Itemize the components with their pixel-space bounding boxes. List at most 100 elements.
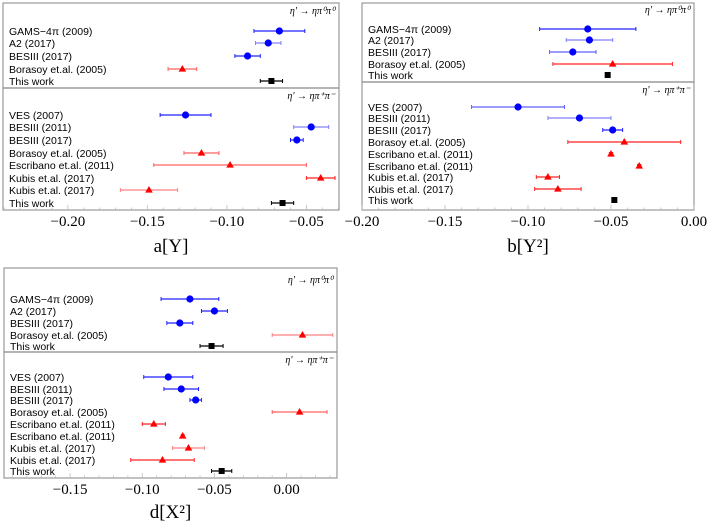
row-label: GAMS−4π (2009) bbox=[9, 26, 92, 38]
x-axis-label: a[Y] bbox=[154, 236, 189, 257]
x-tick-label: 0.00 bbox=[273, 482, 299, 498]
data-point-triangle bbox=[554, 185, 562, 192]
row-label: This work bbox=[10, 341, 56, 353]
panel-d: −0.15 −0.10 −0.05 0.00 d[X²] η' → ηπ⁰π⁰ GAMS−4… bbox=[3, 267, 338, 523]
row-label: Kubis et.al. (2017) bbox=[9, 185, 94, 197]
data-point-triangle bbox=[316, 174, 325, 181]
data-point-square bbox=[279, 200, 286, 206]
x-tick-label: −0.05 bbox=[594, 214, 629, 230]
row-label: BESIII (2017) bbox=[368, 47, 431, 59]
row-label: A2 (2017) bbox=[9, 38, 55, 50]
data-point-circle bbox=[186, 295, 194, 303]
data-point-square bbox=[208, 343, 215, 349]
data-point-triangle bbox=[295, 408, 304, 415]
x-tick-label: −0.15 bbox=[130, 214, 165, 230]
row-label: Borasoy et.al. (2005) bbox=[368, 59, 465, 71]
row-label: GAMS−4π (2009) bbox=[10, 294, 93, 306]
row-label: Kubis et.al. (2017) bbox=[368, 184, 453, 196]
panel-b: −0.20 −0.15 −0.10 −0.05 0.00 b[Y²] η' → ηπ⁰π⁰ G… bbox=[345, 2, 707, 257]
data-point-circle bbox=[307, 123, 315, 131]
group-header: η' → ηπ⁺π⁻ bbox=[287, 91, 335, 102]
row-label: VES (2007) bbox=[10, 372, 64, 384]
row-label: A2 (2017) bbox=[10, 306, 56, 318]
row-label: A2 (2017) bbox=[368, 35, 414, 47]
data-point-circle bbox=[569, 48, 577, 56]
row-label: Escribano et.al. (2011) bbox=[368, 161, 473, 173]
row-label: Kubis et.al. (2017) bbox=[368, 172, 453, 184]
group-header: η' → ηπ⁰π⁰ bbox=[645, 5, 692, 16]
data-point-triangle bbox=[184, 444, 193, 451]
data-point-triangle bbox=[544, 173, 552, 180]
row-label: Borasoy et.al. (2005) bbox=[10, 330, 107, 342]
data-point-circle bbox=[575, 114, 584, 122]
data-point-triangle bbox=[158, 456, 167, 463]
row-label: BESIII (2011) bbox=[9, 122, 71, 134]
x-axis-label: d[X²] bbox=[150, 502, 192, 523]
x-axis-label: b[Y²] bbox=[507, 236, 549, 257]
x-tick-label: −0.05 bbox=[289, 214, 324, 230]
x-tick-label: −0.05 bbox=[197, 482, 232, 498]
row-label: Borasoy et.al. (2005) bbox=[9, 148, 106, 160]
row-label: This work bbox=[368, 70, 414, 82]
x-tick-label: −0.20 bbox=[345, 214, 380, 230]
data-point-circle bbox=[584, 25, 592, 33]
group-header: η' → ηπ⁺π⁻ bbox=[642, 85, 690, 96]
row-label: BESIII (2017) bbox=[368, 125, 431, 137]
row-label: Escribano et.al. (2011) bbox=[10, 431, 115, 443]
row-label: GAMS−4π (2009) bbox=[368, 24, 451, 36]
row-label: BESIII (2017) bbox=[10, 318, 73, 330]
data-point-triangle bbox=[197, 149, 206, 156]
data-point-square bbox=[604, 72, 611, 78]
row-label: VES (2007) bbox=[368, 102, 422, 114]
group-header: η' → ηπ⁰π⁰ bbox=[288, 275, 335, 286]
data-point-triangle bbox=[620, 138, 629, 145]
x-tick-label: −0.15 bbox=[428, 214, 463, 230]
data-point-circle bbox=[609, 126, 617, 134]
data-point-triangle bbox=[608, 60, 617, 67]
row-label: BESIII (2017) bbox=[9, 51, 72, 63]
data-point-triangle bbox=[178, 65, 187, 72]
row-label: Borasoy et.al. (2005) bbox=[9, 64, 106, 76]
data-point-circle bbox=[293, 136, 301, 144]
x-tick-label: −0.20 bbox=[51, 214, 86, 230]
data-point-triangle bbox=[145, 186, 153, 193]
data-point-circle bbox=[585, 36, 594, 44]
row-label: BESIII (2011) bbox=[368, 113, 430, 125]
data-point-circle bbox=[243, 52, 252, 60]
data-point-triangle bbox=[607, 150, 615, 157]
row-label: VES (2007) bbox=[9, 110, 63, 122]
row-label: Kubis et.al. (2017) bbox=[9, 173, 94, 185]
row-label: Kubis et.al. (2017) bbox=[10, 455, 95, 467]
data-point-circle bbox=[176, 319, 184, 327]
data-point-circle bbox=[192, 396, 200, 404]
data-point-triangle bbox=[150, 420, 158, 427]
row-label: BESIII (2017) bbox=[9, 135, 72, 147]
x-tick-label: −0.10 bbox=[210, 214, 245, 230]
row-label: Borasoy et.al. (2005) bbox=[368, 137, 465, 149]
row-label: Escribano et.al. (2011) bbox=[10, 419, 115, 431]
x-tick-label: 0.00 bbox=[681, 214, 707, 230]
row-label: Borasoy et.al. (2005) bbox=[10, 407, 107, 419]
group-header: η' → ηπ⁰π⁰ bbox=[290, 6, 337, 17]
row-label: Escribano et.al. (2011) bbox=[9, 160, 114, 172]
row-label: Escribano et.al. (2011) bbox=[368, 149, 473, 161]
data-point-circle bbox=[164, 373, 172, 381]
row-label: Kubis et.al. (2017) bbox=[10, 443, 95, 455]
data-point-circle bbox=[210, 307, 219, 315]
data-point-square bbox=[218, 468, 225, 474]
row-label: BESIII (2017) bbox=[10, 395, 73, 407]
x-tick-label: −0.10 bbox=[125, 482, 160, 498]
data-point-triangle bbox=[635, 162, 644, 169]
row-label: This work bbox=[9, 198, 55, 210]
data-point-triangle bbox=[226, 161, 234, 168]
data-point-circle bbox=[264, 39, 272, 47]
row-label: This work bbox=[10, 466, 56, 478]
plot-frame bbox=[2, 2, 340, 211]
data-point-circle bbox=[275, 27, 283, 35]
panel-a: −0.20 −0.15 −0.10 −0.05 a[Y] η' → ηπ⁰π⁰ GAMS−4… bbox=[2, 2, 340, 257]
row-label: This work bbox=[9, 76, 55, 88]
data-point-circle bbox=[177, 385, 185, 393]
plot-frame bbox=[3, 267, 338, 479]
data-point-square bbox=[268, 78, 275, 84]
row-label: BESIII (2011) bbox=[10, 384, 72, 396]
